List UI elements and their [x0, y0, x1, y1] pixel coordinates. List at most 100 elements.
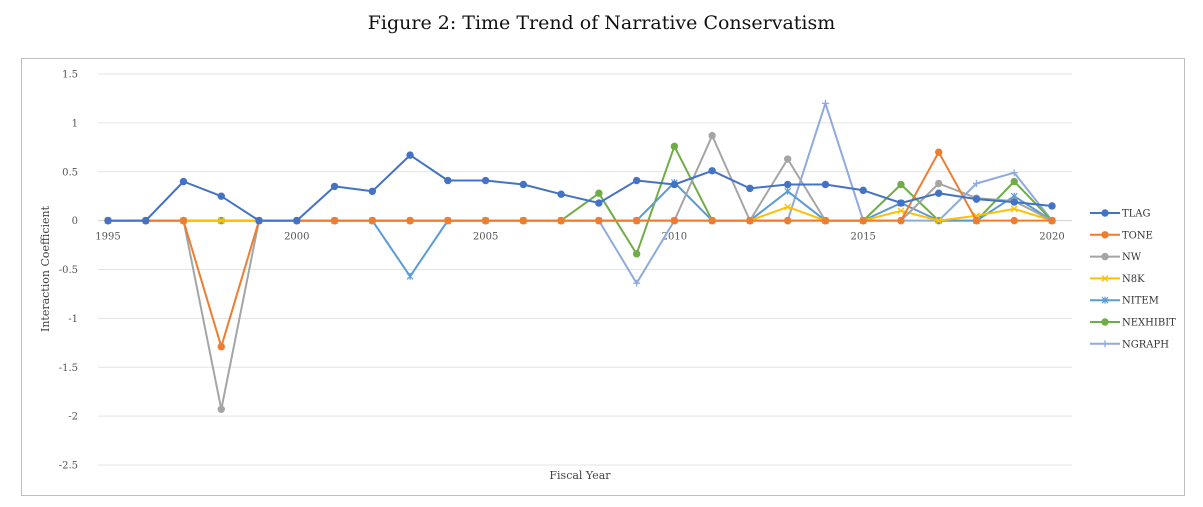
data-point: [897, 207, 905, 215]
data-point: [632, 250, 641, 258]
y-tick-label: -0.5: [59, 265, 78, 276]
data-point: [897, 199, 905, 207]
data-point: [330, 182, 339, 191]
data-point-stroke: [1010, 205, 1018, 213]
data-point: [406, 151, 414, 159]
y-tick-label: 0: [72, 216, 78, 227]
legend-item-nw: NW: [1090, 252, 1142, 263]
data-point: [935, 217, 943, 225]
x-tick-label: 1995: [95, 232, 120, 243]
data-point: [632, 176, 641, 185]
data-point-stroke: [784, 203, 792, 211]
data-point: [821, 180, 830, 189]
data-point: [519, 216, 528, 225]
chart-frame: -2.5 -2 -1.5 -1 -0.5 0 0.5 1 1.5 1995 2000 2005 201…: [21, 58, 1185, 496]
x-axis-ticks: 1995 2000 2005 2010 2015 2020: [95, 232, 1064, 243]
data-point: [179, 177, 188, 186]
series-line: [108, 134, 1053, 411]
data-point: [104, 216, 112, 225]
data-point: [746, 184, 754, 193]
y-tick-label: -2: [68, 412, 78, 423]
legend-label: NW: [1122, 252, 1142, 263]
x-tick-label: 2020: [1039, 232, 1064, 243]
x-tick-label: 2005: [473, 232, 498, 243]
data-point: [330, 216, 339, 225]
data-point: [783, 180, 792, 189]
series-tlag: [104, 151, 1056, 225]
data-point: [1101, 274, 1109, 282]
data-point: [633, 279, 641, 287]
data-point: [784, 203, 792, 211]
data-point: [1010, 177, 1018, 186]
data-point: [972, 195, 981, 203]
data-point: [708, 216, 716, 225]
data-point: [1048, 202, 1056, 210]
data-point: [1101, 296, 1109, 304]
series-line: [108, 154, 1053, 222]
x-axis-title: Fiscal Year: [549, 469, 611, 482]
data-point: [217, 217, 225, 225]
legend-item-tone: TONE: [1090, 230, 1153, 241]
data-point: [632, 216, 641, 225]
data-point: [784, 187, 792, 195]
data-point: [444, 216, 452, 225]
data-point: [897, 180, 905, 189]
y-tick-label: 1.5: [62, 70, 78, 81]
data-point: [783, 216, 792, 225]
data-point: [1010, 216, 1018, 225]
data-point: [142, 216, 150, 225]
data-point: [595, 216, 603, 225]
data-point: [859, 186, 867, 195]
data-point: [1101, 209, 1109, 217]
data-point: [1010, 169, 1018, 177]
legend: TLAG TONE NW N8K NITEM NEXHIBIT NGRAPH: [1090, 209, 1176, 350]
data-point: [935, 148, 943, 156]
series-line: [108, 181, 1053, 278]
data-point: [670, 216, 679, 225]
data-point: [557, 216, 565, 225]
y-tick-label: -1.5: [59, 363, 78, 374]
data-point: [481, 176, 490, 185]
series-group: [104, 99, 1056, 413]
data-point: [670, 142, 679, 151]
data-point: [368, 187, 377, 196]
data-point: [897, 216, 905, 225]
data-point: [1101, 252, 1109, 261]
data-point: [519, 180, 528, 189]
data-point: [1010, 198, 1018, 206]
legend-item-nexhibit: NEXHIBIT: [1090, 318, 1176, 329]
data-point: [972, 216, 981, 225]
y-tick-label: 0.5: [62, 167, 78, 178]
y-tick-label: -1: [68, 314, 78, 325]
line-chart: -2.5 -2 -1.5 -1 -0.5 0 0.5 1 1.5 1995 2000 2005 201…: [39, 70, 1176, 483]
data-point: [1101, 231, 1109, 239]
data-point-stroke: [897, 207, 905, 215]
data-point: [821, 99, 829, 107]
data-point: [708, 167, 716, 175]
x-tick-label: 2000: [284, 232, 309, 243]
data-point: [783, 155, 792, 163]
data-point: [595, 199, 603, 207]
legend-label: NEXHIBIT: [1122, 318, 1176, 329]
series-line: [108, 151, 1052, 348]
data-point: [708, 131, 716, 140]
data-point: [444, 176, 452, 185]
y-axis-title: Interaction Coefficient: [39, 205, 52, 332]
data-point: [179, 216, 188, 225]
data-point: [557, 190, 565, 198]
figure-title: Figure 2: Time Trend of Narrative Conser…: [367, 12, 836, 34]
legend-label: NITEM: [1122, 296, 1159, 307]
data-point: [1010, 205, 1018, 213]
data-point: [595, 189, 603, 197]
legend-label: NGRAPH: [1122, 339, 1169, 350]
data-point: [670, 180, 679, 189]
legend-item-tlag: TLAG: [1090, 209, 1151, 220]
data-point: [217, 192, 225, 200]
data-point: [368, 216, 377, 225]
data-point-stroke: [1101, 274, 1109, 282]
legend-item-n8k: N8K: [1090, 274, 1145, 285]
data-point: [406, 216, 414, 225]
legend-item-nitem: NITEM: [1090, 296, 1159, 307]
data-point: [972, 179, 980, 187]
legend-label: N8K: [1122, 274, 1145, 285]
